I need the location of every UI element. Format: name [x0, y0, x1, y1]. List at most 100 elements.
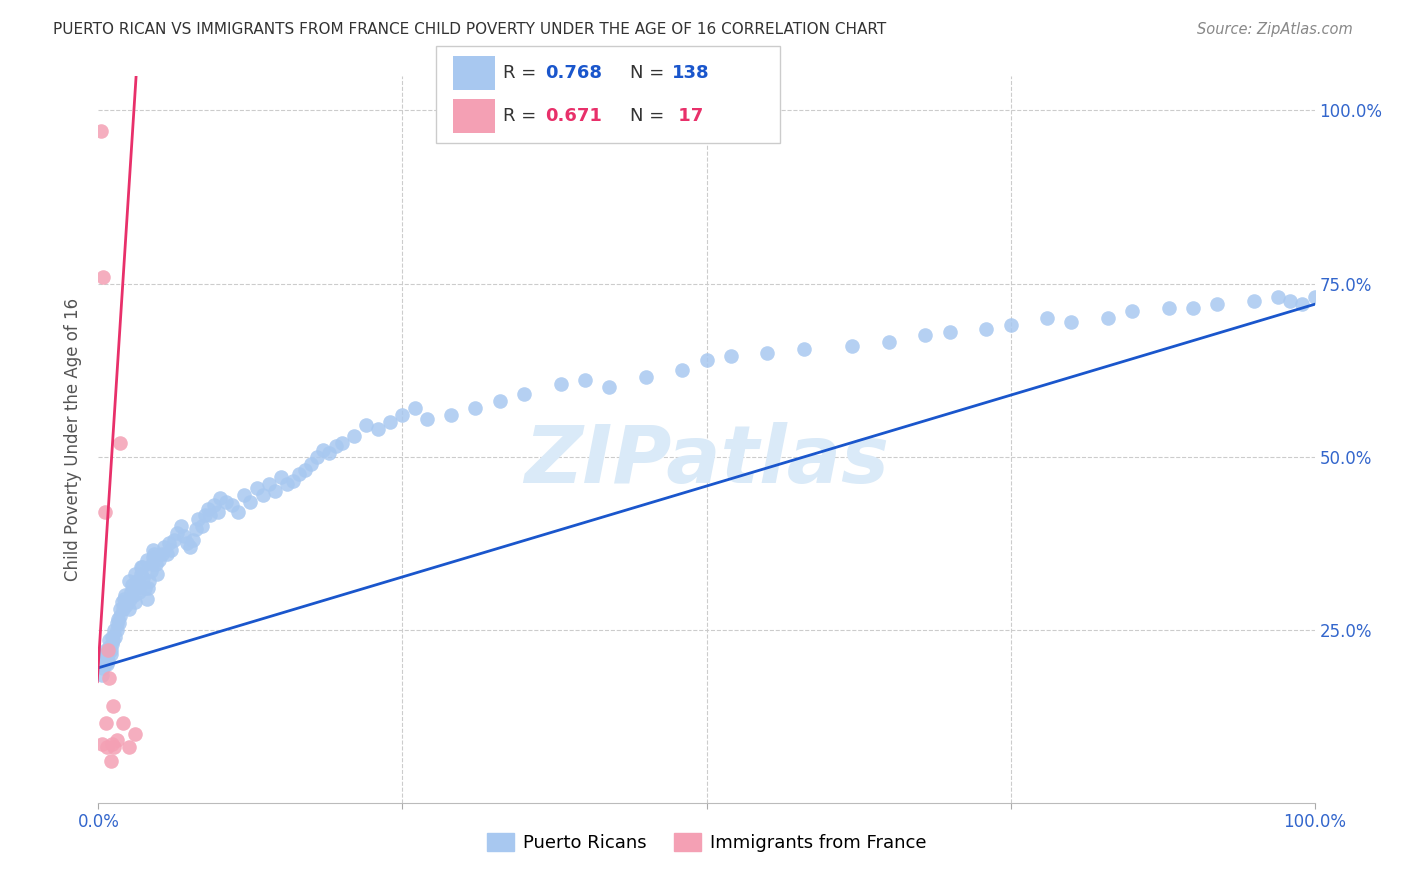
Point: [96, 740, 118, 755]
Point: [103, 623, 125, 637]
Point: [1303, 290, 1326, 304]
Point: [111, 602, 134, 616]
Point: [120, 584, 142, 599]
Point: [111, 716, 134, 731]
Point: [90, 124, 112, 138]
Point: [118, 740, 141, 755]
Point: [288, 467, 311, 481]
Point: [756, 345, 779, 359]
Point: [131, 560, 153, 574]
Point: [148, 553, 170, 567]
Point: [100, 754, 122, 768]
Point: [118, 591, 141, 606]
Point: [155, 547, 177, 561]
Point: [107, 612, 129, 626]
Point: [93, 505, 115, 519]
Point: [136, 591, 159, 606]
Point: [318, 446, 340, 460]
Text: 0.671: 0.671: [546, 107, 602, 125]
Point: [1279, 293, 1302, 308]
Point: [1206, 297, 1229, 311]
Point: [132, 571, 155, 585]
Point: [1036, 311, 1059, 326]
Point: [720, 349, 742, 363]
Point: [90, 657, 112, 672]
Point: [194, 508, 217, 523]
Point: [416, 411, 439, 425]
Point: [367, 422, 389, 436]
Point: [207, 505, 229, 519]
Point: [696, 352, 718, 367]
Point: [105, 733, 128, 747]
Point: [110, 435, 132, 450]
Point: [142, 543, 165, 558]
Point: [598, 380, 620, 394]
Point: [252, 488, 274, 502]
Point: [150, 547, 173, 561]
Point: [215, 494, 238, 508]
Point: [96, 650, 118, 665]
Point: [128, 578, 150, 592]
Point: [101, 633, 124, 648]
Point: [91, 737, 114, 751]
Point: [97, 647, 120, 661]
Point: [343, 429, 366, 443]
Point: [209, 491, 232, 505]
Point: [440, 408, 463, 422]
Point: [307, 450, 329, 464]
Point: [281, 474, 304, 488]
Y-axis label: Child Poverty Under the Age of 16: Child Poverty Under the Age of 16: [65, 298, 83, 581]
Point: [124, 595, 146, 609]
Point: [105, 615, 128, 630]
Point: [312, 442, 335, 457]
Point: [330, 435, 353, 450]
Point: [245, 481, 267, 495]
Point: [877, 335, 900, 350]
Point: [1182, 301, 1205, 315]
Point: [98, 633, 121, 648]
Point: [157, 536, 180, 550]
Point: [143, 547, 166, 561]
Point: [187, 512, 209, 526]
Point: [257, 477, 280, 491]
Point: [173, 529, 195, 543]
Point: [105, 623, 128, 637]
Point: [974, 321, 997, 335]
Text: PUERTO RICAN VS IMMIGRANTS FROM FRANCE CHILD POVERTY UNDER THE AGE OF 16 CORRELA: PUERTO RICAN VS IMMIGRANTS FROM FRANCE C…: [53, 22, 887, 37]
Point: [391, 408, 413, 422]
Point: [184, 522, 207, 536]
Point: [136, 581, 159, 595]
Point: [101, 737, 124, 751]
Point: [139, 564, 162, 578]
Point: [325, 439, 347, 453]
Point: [179, 540, 201, 554]
Text: ZIPatlas: ZIPatlas: [524, 422, 889, 500]
Point: [101, 636, 124, 650]
Point: [294, 463, 316, 477]
Point: [170, 519, 193, 533]
Point: [94, 716, 117, 731]
Point: [200, 508, 222, 523]
Point: [110, 595, 132, 609]
Point: [1000, 318, 1022, 332]
Point: [354, 418, 377, 433]
Point: [793, 343, 815, 357]
Point: [101, 698, 124, 713]
Point: [134, 581, 156, 595]
Point: [101, 630, 124, 644]
Point: [128, 584, 150, 599]
Point: [160, 543, 183, 558]
Point: [191, 519, 214, 533]
Point: [671, 363, 693, 377]
Point: [97, 643, 120, 657]
Point: [129, 560, 152, 574]
Point: [226, 505, 249, 519]
Point: [94, 643, 117, 657]
Point: [118, 602, 141, 616]
Point: [103, 740, 125, 755]
Point: [202, 498, 225, 512]
Point: [163, 533, 186, 547]
Point: [136, 553, 159, 567]
Point: [1060, 315, 1083, 329]
Point: [100, 647, 122, 661]
